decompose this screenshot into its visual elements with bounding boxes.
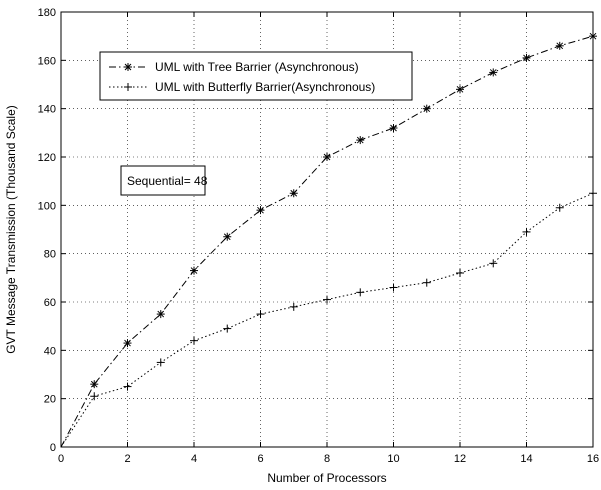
- y-tick-label: 80: [44, 249, 56, 261]
- legend: UML with Tree Barrier (Asynchronous) UML …: [100, 52, 412, 100]
- y-tick-label: 20: [44, 394, 56, 406]
- y-axis-label: GVT Message Transmission (Thousand Scale…: [4, 105, 18, 354]
- data-point: [589, 32, 597, 40]
- annotation: Sequential= 48: [121, 166, 208, 195]
- y-tick-label: 120: [38, 152, 56, 164]
- data-point: [124, 339, 132, 347]
- legend-marker: [124, 63, 132, 71]
- x-tick-label: 8: [324, 453, 330, 465]
- x-axis-label: Number of Processors: [267, 471, 386, 485]
- legend-label: UML with Butterfly Barrier(Asynchronous): [155, 80, 375, 94]
- data-point: [223, 233, 231, 241]
- x-tick-label: 2: [124, 453, 130, 465]
- data-point: [90, 380, 98, 388]
- data-point: [257, 206, 265, 214]
- y-tick-label: 180: [38, 7, 56, 19]
- y-tick-label: 100: [38, 200, 56, 212]
- x-tick-label: 16: [587, 453, 599, 465]
- data-point: [190, 267, 198, 275]
- data-point: [356, 136, 364, 144]
- x-tick-label: 12: [454, 453, 466, 465]
- data-point: [390, 124, 398, 132]
- data-point: [489, 68, 497, 76]
- data-point: [157, 310, 165, 318]
- x-tick-label: 0: [58, 453, 64, 465]
- data-point: [523, 54, 531, 62]
- legend-label: UML with Tree Barrier (Asynchronous): [155, 60, 359, 74]
- x-tick-label: 10: [387, 453, 399, 465]
- data-point: [456, 85, 464, 93]
- data-point: [290, 189, 298, 197]
- data-point: [323, 153, 331, 161]
- y-tick-label: 40: [44, 345, 56, 357]
- y-tick-label: 60: [44, 297, 56, 309]
- y-tick-label: 140: [38, 104, 56, 116]
- annotation-text: Sequential= 48: [127, 174, 208, 188]
- x-tick-label: 4: [191, 453, 197, 465]
- x-tick-label: 14: [520, 453, 532, 465]
- y-tick-label: 0: [50, 442, 56, 454]
- y-tick-label: 160: [38, 55, 56, 67]
- data-point: [556, 42, 564, 50]
- data-point: [423, 105, 431, 113]
- x-tick-label: 6: [257, 453, 263, 465]
